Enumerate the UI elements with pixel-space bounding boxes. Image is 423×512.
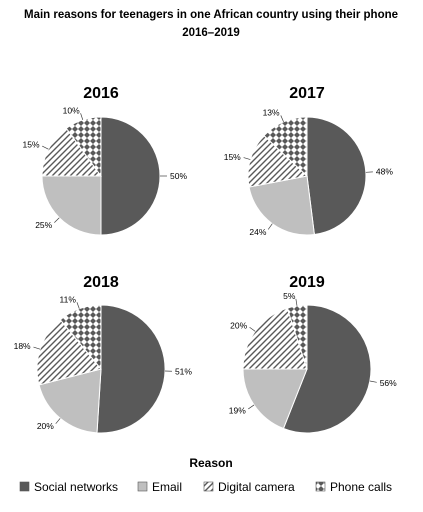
leader-line-2016-phone-calls bbox=[80, 113, 84, 120]
leader-line-2018-phone-calls bbox=[76, 302, 80, 309]
leader-line-2017-phone-calls bbox=[280, 115, 284, 122]
pie-2016: 2016 50% 25% 15% 10% bbox=[23, 85, 187, 236]
legend: Social networks Email Digital camera Phone … bbox=[19, 480, 392, 494]
slice-2016-email bbox=[41, 175, 102, 236]
leader-line-2019-email bbox=[248, 404, 255, 410]
leader-line-2018-email bbox=[55, 418, 61, 424]
data-label-2018-social-networks: 51% bbox=[175, 366, 192, 376]
leader-line-2019-digital-camera bbox=[249, 326, 256, 332]
year-label-2019: 2019 bbox=[289, 274, 325, 291]
chart-subtitle: 2016–2019 bbox=[182, 27, 240, 39]
legend-label-digital-camera: Digital camera bbox=[218, 480, 295, 494]
slice-2018-phone-calls bbox=[59, 304, 102, 371]
legend-swatch-phone-calls bbox=[315, 481, 326, 492]
pie-2018: 2018 51% 20% 18% 11% bbox=[14, 274, 192, 434]
leader-line-2017-digital-camera bbox=[243, 157, 251, 160]
slice-2018-email bbox=[38, 368, 102, 434]
slice-2017-social-networks bbox=[306, 116, 367, 236]
data-label-2017-social-networks: 48% bbox=[376, 167, 393, 177]
slice-2019-digital-camera bbox=[242, 307, 308, 370]
slice-2018-digital-camera bbox=[36, 318, 102, 386]
leader-line-2019-phone-calls bbox=[295, 298, 298, 306]
slice-2017-email bbox=[248, 175, 315, 236]
legend-item-social-networks: Social networks bbox=[19, 480, 118, 494]
pie-charts-group: 201650%25%15%10%201748%24%15%13%201851%2… bbox=[14, 85, 397, 434]
data-label-2019-digital-camera: 20% bbox=[230, 321, 247, 331]
legend-item-digital-camera: Digital camera bbox=[203, 480, 295, 494]
leader-line-2018-digital-camera bbox=[33, 346, 41, 350]
legend-swatch-digital-camera bbox=[203, 481, 214, 492]
pie-2017: 2017 48% 24% 15% 13% bbox=[224, 85, 394, 237]
legend-swatch-email bbox=[137, 481, 148, 492]
data-label-2018-phone-calls: 11% bbox=[60, 294, 77, 304]
legend-label-email: Email bbox=[152, 480, 182, 494]
data-label-2019-social-networks: 56% bbox=[380, 378, 397, 388]
legend-swatch-social-networks bbox=[19, 481, 30, 492]
slice-2017-phone-calls bbox=[263, 116, 308, 178]
slice-2017-digital-camera bbox=[247, 134, 309, 188]
legend-label-phone-calls: Phone calls bbox=[330, 480, 392, 494]
data-label-2016-social-networks: 50% bbox=[170, 171, 187, 181]
slice-2018-social-networks bbox=[96, 304, 166, 434]
data-label-2016-phone-calls: 10% bbox=[63, 105, 80, 115]
data-label-2019-email: 19% bbox=[229, 406, 246, 416]
slice-2019-social-networks bbox=[282, 304, 372, 434]
legend-item-email: Email bbox=[137, 480, 182, 494]
data-label-2016-digital-camera: 15% bbox=[23, 140, 40, 150]
year-label-2017: 2017 bbox=[289, 85, 325, 102]
data-label-2017-phone-calls: 13% bbox=[263, 108, 280, 118]
leader-line-2017-email bbox=[267, 223, 273, 230]
slice-2016-social-networks bbox=[100, 116, 161, 236]
year-label-2018: 2018 bbox=[83, 274, 119, 291]
legend-title: Reason bbox=[189, 456, 232, 470]
data-label-2016-email: 25% bbox=[35, 220, 52, 230]
leader-line-2016-email bbox=[54, 217, 60, 223]
data-label-2018-email: 20% bbox=[37, 421, 54, 431]
year-label-2016: 2016 bbox=[83, 85, 119, 102]
chart-title: Main reasons for teenagers in one Africa… bbox=[24, 9, 398, 21]
legend-item-phone-calls: Phone calls bbox=[315, 480, 392, 494]
leader-line-2019-social-networks bbox=[369, 380, 377, 383]
data-label-2019-phone-calls: 5% bbox=[283, 291, 296, 301]
data-label-2017-email: 24% bbox=[249, 227, 266, 237]
leader-line-2016-digital-camera bbox=[42, 145, 49, 150]
data-label-2017-digital-camera: 15% bbox=[224, 152, 241, 162]
data-label-2018-digital-camera: 18% bbox=[14, 341, 31, 351]
legend-label-social-networks: Social networks bbox=[34, 480, 118, 494]
pie-2019: 2019 56% 19% 20% 5% bbox=[229, 274, 397, 434]
slice-2016-digital-camera bbox=[41, 127, 102, 177]
